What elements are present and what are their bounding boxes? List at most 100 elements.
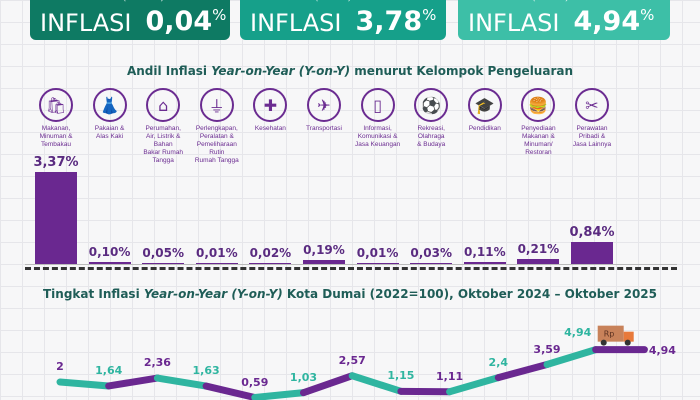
line-segment (251, 389, 307, 400)
point-label: 1,15 (387, 369, 415, 383)
line-segment (348, 372, 405, 395)
category-label: Perlengkapan, Peralatan & Pemeliharaan R… (194, 125, 239, 164)
card-subtitle: Month-to-Month (M-to-M) (40, 0, 220, 6)
line-segment (202, 382, 259, 400)
category-column: 🎓 Pendidikan (459, 88, 511, 133)
point-label: 0,59 (241, 375, 269, 389)
bar (35, 171, 77, 265)
point-label: 4,94 (648, 343, 676, 357)
line-segment (494, 361, 551, 382)
point-label: 1,03 (289, 370, 318, 384)
andil-title: Andil Inflasi Year-on-Year (Y-on-Y) menu… (0, 64, 700, 78)
bar-label: 0,03% (410, 246, 452, 260)
line-segment (446, 374, 502, 396)
card-value: 3,78 (355, 6, 423, 37)
category-column: ⚽ Rekreasi, Olahraga & Budaya (405, 88, 457, 149)
line-title-part: Kota Dumai (2022=100), Oktober 2024 – Ok… (282, 287, 657, 301)
card-unit: % (422, 6, 437, 24)
bar-label: 0,21% (517, 242, 560, 257)
category-label: Transportasi (306, 125, 342, 132)
category-label: Penyediaan Makanan & Minuman/ Restoran (521, 125, 556, 156)
truck-label: Rp (604, 330, 615, 339)
line-title-part: Year-on-Year (Y-on-Y) (143, 287, 283, 301)
andil-title-part: Andil Inflasi (126, 64, 212, 78)
bar (88, 262, 131, 265)
card-unit: % (212, 6, 227, 24)
airplane-icon: ✈ (307, 88, 341, 122)
card-subtitle: Year-on-Year (Y-on-Y) (468, 0, 660, 6)
card-label: INFLASI (40, 9, 132, 37)
bar-label: 0,10% (88, 245, 131, 260)
graduation-cap-icon: 🎓 (467, 88, 502, 122)
appliance-icon: ⏚ (199, 88, 234, 122)
category-label: Informasi, Komunikasi & Jasa Keuangan (355, 125, 401, 148)
card-label: INFLASI (250, 9, 342, 37)
bar (517, 259, 560, 265)
category-column: ✚ Kesehatan (244, 88, 296, 133)
card-subtitle: Year-to-Date (Y-to-D) (250, 0, 436, 6)
category-column: ✈ Transportasi (298, 88, 350, 133)
point-label: 4,94 (564, 325, 592, 339)
card-value: 0,04 (145, 6, 213, 37)
point-label: 2,36 (143, 356, 171, 370)
category-column: ✂ Perawatan Pribadi & Jasa Lainnya (566, 88, 618, 149)
bar-label: 0,11% (463, 244, 506, 259)
scissors-comb-icon: ✂ (575, 88, 609, 122)
bar-label: 0,19% (303, 242, 345, 257)
category-label: Makanan, Minuman & Tembakau (39, 125, 73, 148)
category-label: Pendidikan (468, 125, 501, 132)
dashed-divider (25, 267, 677, 270)
category-column: ⏚ Perlengkapan, Peralatan & Pemeliharaan … (191, 88, 243, 165)
inflation-card: Year-on-Year (Y-on-Y) INFLASI 4,94% (458, 0, 670, 40)
line-segment (56, 378, 113, 390)
bar-label: 0,05% (142, 246, 184, 260)
line-chart-title: Tingkat Inflasi Year-on-Year (Y-on-Y) Ko… (0, 287, 700, 301)
first-aid-icon: ✚ (253, 88, 288, 122)
inflation-card: Year-to-Date (Y-to-D) INFLASI 3,78% (240, 0, 446, 40)
category-label: Rekreasi, Olahraga & Budaya (417, 125, 446, 148)
football-player-icon: ⚽ (414, 88, 449, 122)
category-column: 🍔 Penyediaan Makanan & Minuman/ Restoran (512, 88, 564, 157)
bar-label: 0,02% (249, 246, 292, 260)
bar-label: 0,01% (195, 246, 238, 260)
category-column: 👗 Pakaian & Alas Kaki (84, 88, 136, 141)
line-segment (153, 374, 210, 390)
point-label: 2,57 (338, 353, 366, 367)
bar-label: 0,84% (569, 224, 615, 240)
card-value: 4,94 (573, 6, 641, 37)
bar (571, 241, 613, 265)
category-label: Perumahan, Air, Listrik & Bahan Bakar Ru… (143, 125, 184, 164)
bar-label: 0,01% (356, 246, 399, 260)
line-segment (105, 374, 161, 390)
andil-title-part: Year-on-Year (Y-on-Y) (211, 64, 351, 78)
bar (303, 259, 345, 265)
line-segment (543, 346, 600, 369)
grocery-bag-icon: 🛍 (39, 88, 73, 122)
point-label: 1,64 (95, 363, 123, 377)
truck-icon: Rp (597, 325, 634, 346)
smartphone-icon: ▯ (360, 88, 395, 122)
category-label: Perawatan Pribadi & Jasa Lainnya (572, 125, 612, 148)
house-icon: ⌂ (146, 88, 181, 122)
point-label: 1,11 (436, 369, 464, 383)
bar (463, 261, 506, 265)
card-unit: % (640, 6, 655, 24)
point-label: 3,59 (533, 342, 561, 356)
category-column: ▯ Informasi, Komunikasi & Jasa Keuangan (352, 88, 404, 149)
card-label: INFLASI (468, 9, 560, 37)
point-label: 1,63 (192, 364, 220, 378)
dress-icon: 👗 (92, 88, 127, 122)
fast-food-icon: 🍔 (521, 88, 556, 122)
point-label: 2,4 (488, 355, 509, 369)
category-column: ⌂ Perumahan, Air, Listrik & Bahan Bakar R… (137, 88, 189, 165)
line-title-part: Tingkat Inflasi (43, 287, 144, 301)
bar-label: 3,37% (33, 154, 79, 170)
andil-title-part: menurut Kelompok Pengeluaran (350, 64, 574, 78)
point-label: 2 (56, 360, 64, 373)
inflation-card: Month-to-Month (M-to-M) INFLASI 0,04% (30, 0, 230, 40)
category-label: Kesehatan (254, 125, 286, 132)
category-column: 🛍 Makanan, Minuman & Tembakau (30, 88, 82, 149)
line-segment (300, 372, 356, 397)
category-label: Pakaian & Alas Kaki (94, 125, 125, 140)
